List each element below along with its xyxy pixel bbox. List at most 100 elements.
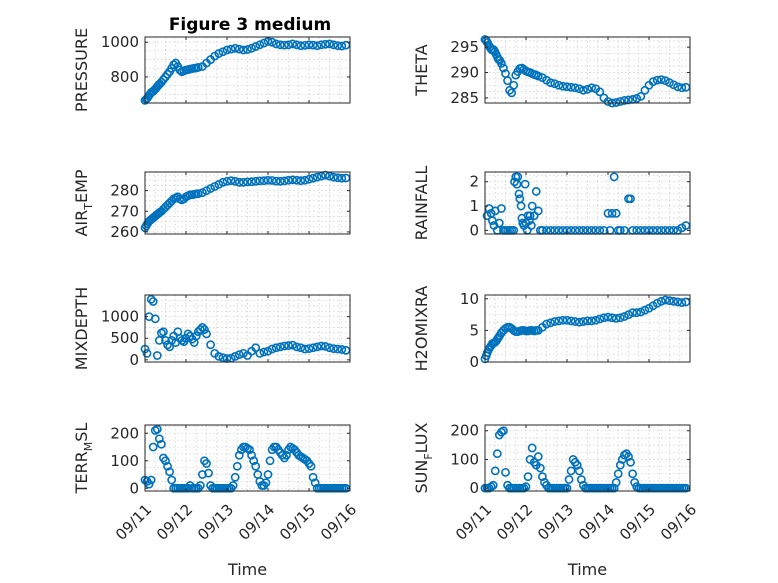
data-point <box>591 315 601 325</box>
x-tick-label: 09/14 <box>575 501 618 544</box>
data-point <box>516 201 526 211</box>
data-point <box>673 297 683 307</box>
data-point <box>566 466 576 476</box>
data-point <box>148 442 158 452</box>
data-point <box>308 173 318 183</box>
data-point <box>232 461 242 471</box>
data-point <box>267 344 277 354</box>
subplot-rainfall: 0 1 2 RAINFALL <box>412 166 691 240</box>
data-point <box>603 208 613 218</box>
data-point <box>628 308 637 318</box>
data-point <box>554 316 564 326</box>
data-point <box>526 221 536 230</box>
data-point <box>525 211 535 221</box>
data-point <box>230 176 240 186</box>
data-point <box>620 312 629 321</box>
data-point <box>308 40 318 50</box>
data-point <box>624 452 633 461</box>
data-point <box>247 177 256 187</box>
data-point <box>234 450 244 460</box>
x-tick-label: 09/16 <box>657 501 700 544</box>
x-tick-label: 09/11 <box>112 501 155 544</box>
data-point <box>226 44 236 54</box>
data-point <box>275 40 285 50</box>
data-point <box>243 45 252 54</box>
data-point <box>152 424 162 434</box>
y-tick-label: 5 <box>469 321 479 339</box>
data-point <box>204 468 213 478</box>
data-point <box>524 216 534 226</box>
axes-box <box>484 171 691 235</box>
data-point <box>562 483 572 493</box>
x-tick-label: 09/16 <box>317 501 360 544</box>
data-point <box>587 83 596 93</box>
subplot-h2omixra: 0 5 10 H2OMIXRA <box>412 286 691 371</box>
data-point <box>312 41 322 51</box>
data-point <box>514 189 524 199</box>
data-point <box>275 176 285 186</box>
data-point <box>296 343 306 353</box>
data-point <box>304 174 314 184</box>
data-point <box>142 348 152 358</box>
data-point <box>222 45 232 55</box>
data-point <box>312 172 322 182</box>
data-point <box>261 478 271 488</box>
data-point <box>574 84 584 94</box>
axes-box <box>484 36 691 104</box>
data-point <box>630 477 640 487</box>
data-point <box>191 331 201 341</box>
y-tick-label: 800 <box>110 68 139 86</box>
data-point <box>626 457 635 467</box>
data-point <box>247 43 256 53</box>
data-point <box>296 41 306 51</box>
data-point <box>677 298 687 307</box>
data-point <box>200 325 209 334</box>
data-point <box>492 449 502 459</box>
x-tick-label: 09/15 <box>616 501 659 544</box>
data-point <box>656 296 666 306</box>
data-point <box>247 450 256 460</box>
y-tick-label: 100 <box>110 452 139 470</box>
data-point <box>169 60 179 70</box>
y-tick-label: 1000 <box>101 33 139 51</box>
data-point <box>533 71 543 81</box>
data-point <box>574 317 584 327</box>
data-point <box>234 44 244 54</box>
data-point <box>656 75 666 85</box>
y-tick-label: 200 <box>450 422 479 440</box>
data-point <box>292 175 302 185</box>
data-point <box>576 475 586 484</box>
data-point <box>538 472 547 482</box>
y-tick-label: 2 <box>469 173 479 191</box>
data-point <box>218 47 228 57</box>
data-point <box>546 78 555 88</box>
data-point <box>320 39 330 49</box>
data-point <box>570 83 580 93</box>
data-point <box>279 40 289 50</box>
data-point <box>542 319 551 329</box>
y-tick-label: 200 <box>110 424 139 442</box>
data-point <box>558 81 568 91</box>
data-point <box>648 77 658 87</box>
y-axis-label: THETA <box>412 44 431 96</box>
subplot-mixdepth: 0 500 1000 MIXDEPTH <box>72 287 351 370</box>
data-point <box>152 351 162 360</box>
x-tick-label: 09/11 <box>452 501 495 544</box>
data-point <box>603 312 613 322</box>
data-point <box>626 194 635 204</box>
data-point <box>550 317 560 326</box>
data-point <box>300 175 310 185</box>
y-axis-label: AIRTEMP <box>72 169 95 236</box>
data-point <box>535 463 545 473</box>
data-point <box>214 351 224 361</box>
y-tick-label: 0 <box>129 351 139 369</box>
data-point <box>488 480 498 490</box>
data-point <box>624 95 633 105</box>
data-point <box>320 342 330 351</box>
data-point <box>620 96 629 105</box>
data-point <box>513 172 523 182</box>
data-point <box>611 208 621 218</box>
data-point <box>259 176 269 186</box>
data-point <box>308 343 318 353</box>
data-point <box>263 470 273 479</box>
